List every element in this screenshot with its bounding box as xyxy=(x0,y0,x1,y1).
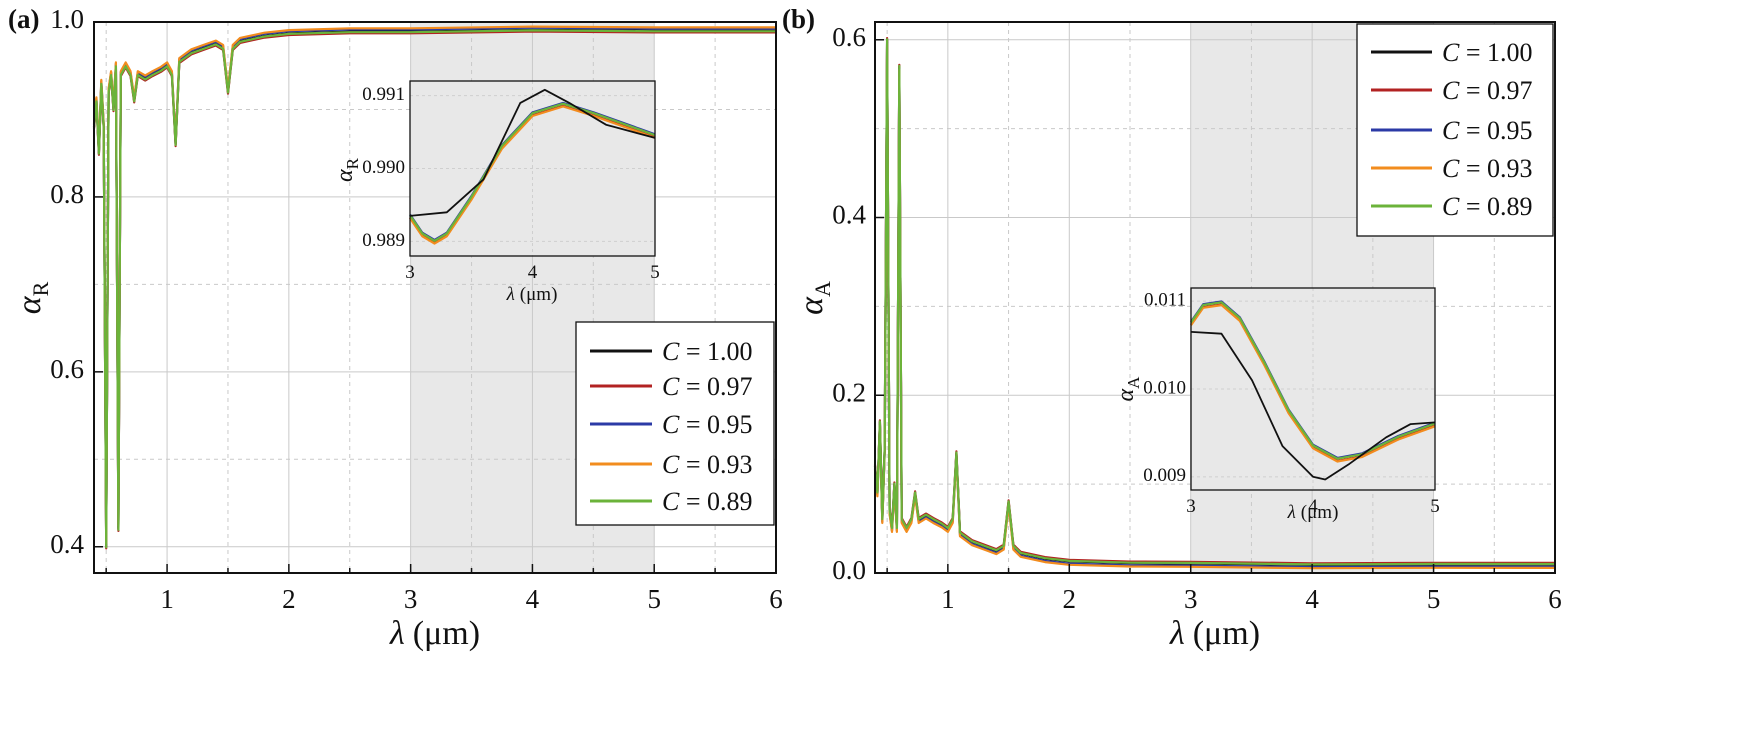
panel-b-inset-series-lines xyxy=(1190,300,1436,481)
panel-a: 1 2 3 4 5 6 0.4 0.6 0.8 1.0 λ (μm) αR (a)… xyxy=(8,4,783,652)
panel-a-legend-label: C = 0.97 xyxy=(662,372,753,401)
panel-a-tick-marks xyxy=(94,21,716,573)
panel-a-xtick-label: 6 xyxy=(769,584,783,614)
panel-a-xlabel: λ (μm) xyxy=(389,615,480,652)
panel-a-inset-xlabel-symbol: λ xyxy=(506,284,515,305)
panel-b-series-lines xyxy=(873,36,1556,570)
panel-b-legend-label: C = 0.97 xyxy=(1442,76,1533,105)
panel-a-xtick-label: 1 xyxy=(160,584,174,614)
panel-b-inset-xtick-label: 3 xyxy=(1186,496,1196,517)
panel-a-tag: (a) xyxy=(8,4,39,34)
bi-series-line xyxy=(1190,304,1436,463)
panel-a-ytick-label: 0.6 xyxy=(50,354,84,384)
panel-a-xtick-label: 2 xyxy=(282,584,296,614)
panel-b-frame xyxy=(874,21,1556,574)
panel-a-inset-frame xyxy=(409,80,656,257)
panel-b-ytick-label: 0.6 xyxy=(832,22,866,52)
panel-a-legend-label: C = 0.93 xyxy=(662,450,753,479)
panel-b-xtick-label: 1 xyxy=(941,584,955,614)
ai-series-line xyxy=(409,102,656,242)
panel-b-tag: (b) xyxy=(782,4,815,34)
panel-b-xtick-label: 6 xyxy=(1548,584,1562,614)
panel-b-xtick-label: 3 xyxy=(1184,584,1198,614)
panel-b-ytick-label: 0.4 xyxy=(832,200,866,230)
panel-b-ylabel-sub: A xyxy=(810,281,835,297)
panel-b-ylabel: αA xyxy=(793,281,835,315)
panel-a-inset-ytick-label: 0.991 xyxy=(362,84,405,105)
panel-a-ylabel-sub: R xyxy=(28,281,53,296)
panel-b-inset: 3 4 5 0.009 0.010 0.011 λ (μm) αA xyxy=(1113,287,1440,523)
panel-b-legend-label: C = 0.89 xyxy=(1442,192,1533,221)
panel-a-inset-ytick-label: 0.989 xyxy=(362,230,405,251)
panel-a-series-lines xyxy=(92,25,776,550)
panel-b-inset-xlabel: λ (μm) xyxy=(1287,502,1339,523)
bi-series-line xyxy=(1190,301,1436,460)
panel-a-xtick-label: 5 xyxy=(647,584,661,614)
panel-b-inset-ylabel-symbol: α xyxy=(1113,388,1139,401)
panel-a-inset-ylabel-symbol: α xyxy=(332,169,358,182)
panel-a-inset-xtick-label: 5 xyxy=(650,262,660,283)
panel-b-inset-ytick-label: 0.009 xyxy=(1143,465,1186,486)
panel-a-inset-ytick-label: 0.990 xyxy=(362,157,405,178)
a-series-line xyxy=(92,29,776,549)
ai-series-line xyxy=(409,88,656,217)
panel-b-inset-xtick-label: 4 xyxy=(1308,496,1318,517)
panel-b-ylabel-symbol: α xyxy=(793,296,830,315)
panel-b-inset-ytick-label: 0.010 xyxy=(1143,377,1186,398)
panel-b: 1 2 3 4 5 6 0.0 0.2 0.4 0.6 λ (μm) αA (b)… xyxy=(782,4,1562,652)
panel-b-legend-label: C = 0.95 xyxy=(1442,116,1533,145)
panel-a-ytick-label: 0.4 xyxy=(50,529,84,559)
panel-b-inset-xlabel-symbol: λ xyxy=(1287,502,1296,523)
panel-a-inset-xtick-label: 4 xyxy=(528,262,538,283)
panel-b-legend-label: C = 0.93 xyxy=(1442,154,1533,183)
panel-b-xtick-label: 4 xyxy=(1305,584,1319,614)
panel-a-inset-ylabel: αR xyxy=(332,157,362,182)
panel-b-inset-ylabel-sub: A xyxy=(1124,376,1143,389)
panel-a-ytick-label: 1.0 xyxy=(50,4,84,34)
panel-a-legend-label: C = 0.95 xyxy=(662,410,753,439)
panel-a-inset-xlabel-unit: (μm) xyxy=(520,284,558,305)
panel-b-xlabel: λ (μm) xyxy=(1169,615,1260,652)
panel-a-inset: 3 4 5 0.989 0.990 0.991 λ (μm) αR xyxy=(332,80,660,305)
panel-a-xtick-label: 3 xyxy=(404,584,418,614)
ai-series-line xyxy=(409,105,656,245)
panel-a-ytick-label: 0.8 xyxy=(50,179,84,209)
panel-b-inset-ytick-label: 0.011 xyxy=(1144,290,1186,311)
panel-a-frame xyxy=(93,21,777,574)
b-series-line xyxy=(873,38,1556,566)
panel-b-xlabel-unit: (μm) xyxy=(1193,615,1260,652)
panel-b-ytick-label: 0.0 xyxy=(832,555,866,585)
panel-b-inset-xlabel-unit: (μm) xyxy=(1301,502,1339,523)
panel-a-legend-label: C = 0.89 xyxy=(662,487,753,516)
panel-a-legend-label: C = 1.00 xyxy=(662,337,753,366)
panel-a-inset-ylabel-sub: R xyxy=(343,157,362,169)
panel-b-inset-frame xyxy=(1190,287,1436,491)
panel-b-legend: C = 1.00 C = 0.97 C = 0.95 C = 0.93 C = … xyxy=(1356,23,1554,237)
panel-b-ytick-label: 0.2 xyxy=(832,377,866,407)
bi-series-line xyxy=(1190,331,1436,481)
panel-a-legend: C = 1.00 C = 0.97 C = 0.95 C = 0.93 C = … xyxy=(575,321,775,526)
panel-a-inset-series-lines xyxy=(409,88,656,245)
panel-a-inset-xlabel: λ (μm) xyxy=(506,284,558,305)
panel-a-ylabel: αR xyxy=(11,281,53,314)
panel-b-legend-label: C = 1.00 xyxy=(1442,38,1533,67)
panel-b-xtick-label: 2 xyxy=(1063,584,1077,614)
panel-b-xlabel-symbol: λ xyxy=(1169,615,1185,652)
panel-a-ylabel-symbol: α xyxy=(11,295,48,314)
panel-a-xlabel-unit: (μm) xyxy=(413,615,480,652)
panel-a-xlabel-symbol: λ xyxy=(389,615,405,652)
panel-b-xtick-label: 5 xyxy=(1427,584,1441,614)
panel-b-tick-marks xyxy=(875,39,1496,574)
panel-b-inset-xtick-label: 5 xyxy=(1430,496,1440,517)
panel-a-inset-xtick-label: 3 xyxy=(405,262,415,283)
panel-b-inset-ylabel: αA xyxy=(1113,376,1143,402)
panel-a-xtick-label: 4 xyxy=(526,584,540,614)
